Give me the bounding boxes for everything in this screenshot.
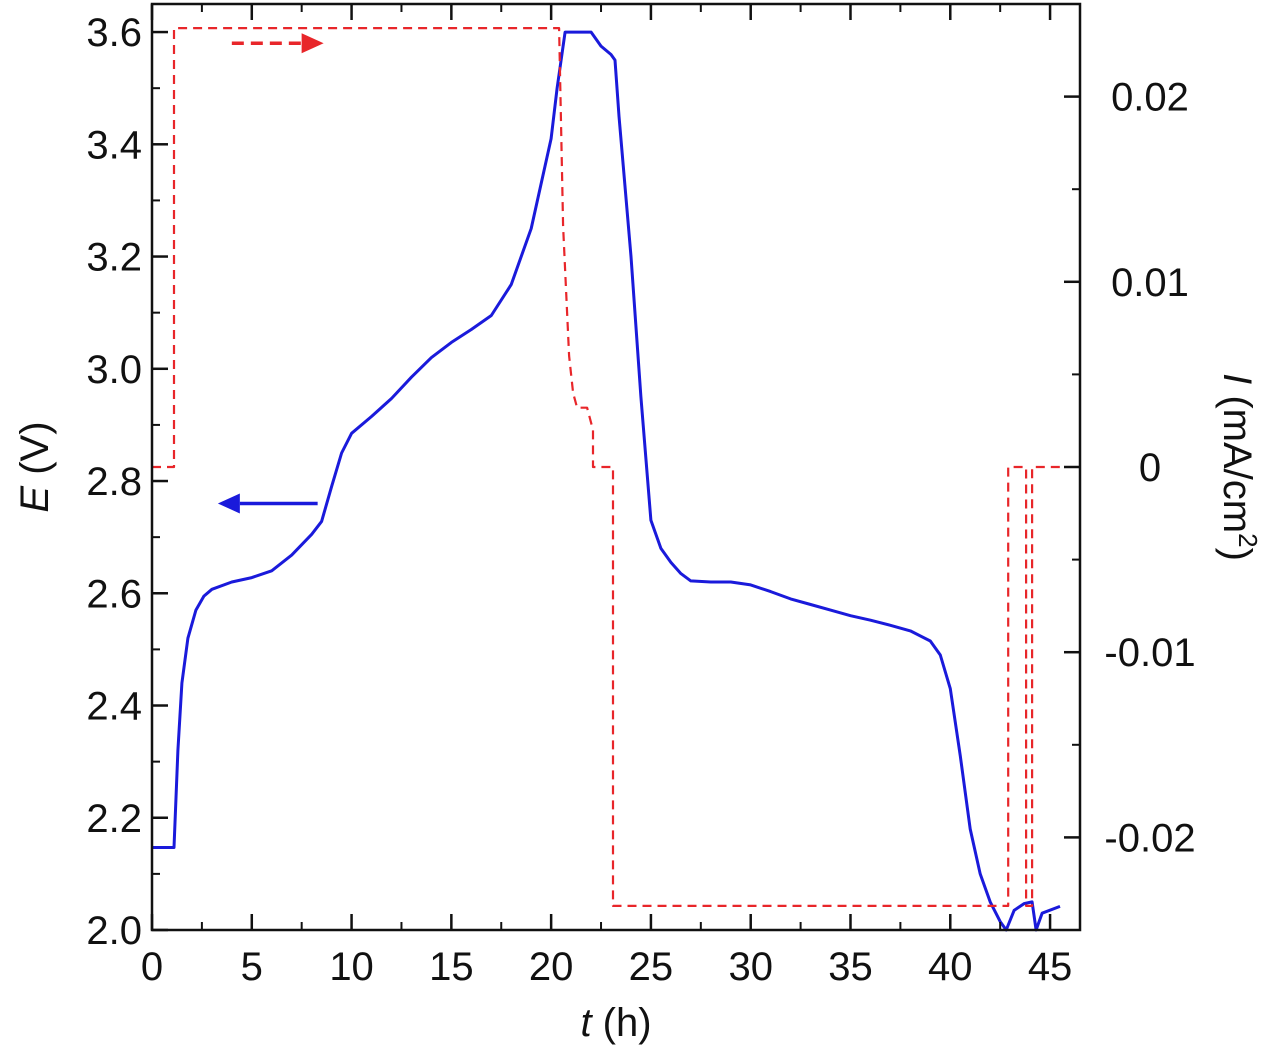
x-axis-label: t (h) (580, 1001, 651, 1045)
y-right-tick-label: -0.01 (1104, 631, 1195, 675)
x-tick-label: 20 (529, 945, 574, 989)
x-tick-label: 40 (928, 945, 973, 989)
x-tick-label: 0 (141, 945, 163, 989)
potential-series-line (152, 30, 1061, 932)
current-arrow-head (301, 33, 324, 54)
x-axis-ticks: 0 5 10 15 20 25 30 35 40 45 (141, 4, 1072, 989)
x-tick-label: 25 (629, 945, 674, 989)
y-left-tick-label: 2.4 (86, 685, 142, 729)
x-tick-label: 15 (429, 945, 474, 989)
y-right-axis-ticks: 0.02 0.01 0 -0.01 -0.02 (1064, 3, 1196, 931)
y-left-tick-label: 3.6 (86, 11, 142, 55)
y-left-axis-label: E (V) (13, 421, 57, 512)
y-left-tick-label: 3.4 (86, 123, 142, 167)
y-right-tick-label: 0.01 (1111, 261, 1189, 305)
y-left-tick-label: 3.0 (86, 348, 142, 392)
y-left-tick-label: 2.6 (86, 572, 142, 616)
plot-layer (152, 27, 1061, 932)
x-tick-label: 5 (241, 945, 263, 989)
current-series-line (152, 27, 1060, 907)
y-left-tick-label: 2.0 (86, 909, 142, 953)
y-left-tick-label: 3.2 (86, 236, 142, 280)
y-right-tick-label: 0.02 (1111, 76, 1189, 120)
x-tick-label: 30 (728, 945, 773, 989)
x-tick-label: 35 (828, 945, 873, 989)
x-tick-label: 45 (1028, 945, 1073, 989)
y-left-tick-label: 2.8 (86, 460, 142, 504)
plot-frame (150, 2, 1082, 932)
y-right-axis-label: I (mA/cm2) (1215, 373, 1263, 561)
potential-arrow-head (217, 493, 240, 514)
y-right-tick-label: 0 (1139, 446, 1161, 490)
y-left-axis-ticks: 2.0 2.2 2.4 2.6 2.8 3.0 3.2 3.4 3.6 (86, 11, 168, 953)
y-right-tick-label: -0.02 (1104, 816, 1195, 860)
y-left-tick-label: 2.2 (86, 797, 142, 841)
x-tick-label: 10 (329, 945, 374, 989)
